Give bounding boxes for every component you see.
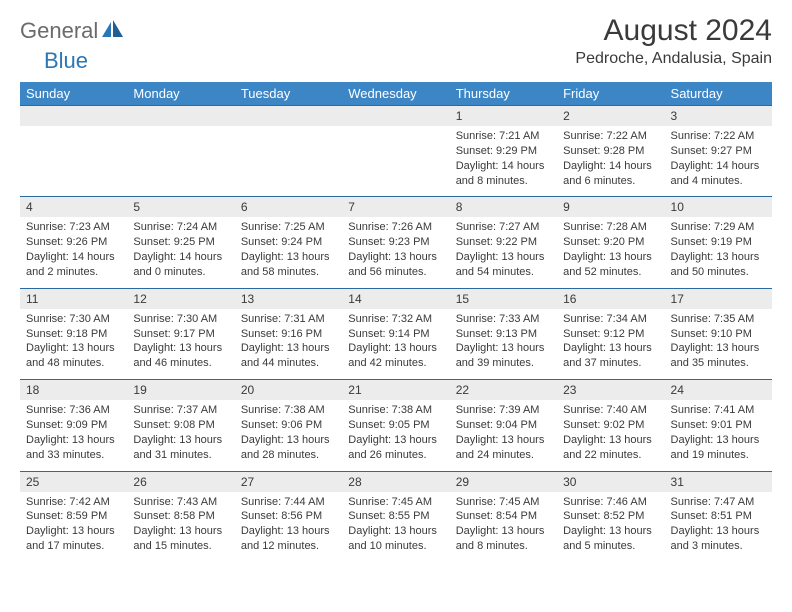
weekday-header: Monday xyxy=(127,82,234,106)
date-detail-row: Sunrise: 7:30 AMSunset: 9:18 PMDaylight:… xyxy=(20,309,772,380)
date-number: 15 xyxy=(450,288,557,309)
date-detail-cell: Sunrise: 7:47 AMSunset: 8:51 PMDaylight:… xyxy=(665,492,772,562)
weekday-header: Friday xyxy=(557,82,664,106)
date-number: 25 xyxy=(20,471,127,492)
month-title: August 2024 xyxy=(575,14,772,48)
date-number: 3 xyxy=(665,106,772,127)
date-number: 1 xyxy=(450,106,557,127)
date-number xyxy=(127,106,234,127)
date-detail-cell: Sunrise: 7:46 AMSunset: 8:52 PMDaylight:… xyxy=(557,492,664,562)
logo-text-general: General xyxy=(20,18,98,44)
date-detail-cell: Sunrise: 7:30 AMSunset: 9:17 PMDaylight:… xyxy=(127,309,234,380)
date-detail-cell: Sunrise: 7:39 AMSunset: 9:04 PMDaylight:… xyxy=(450,400,557,471)
date-number: 17 xyxy=(665,288,772,309)
date-number-row: 11121314151617 xyxy=(20,288,772,309)
date-number: 5 xyxy=(127,197,234,218)
date-detail-cell: Sunrise: 7:28 AMSunset: 9:20 PMDaylight:… xyxy=(557,217,664,288)
date-detail-row: Sunrise: 7:23 AMSunset: 9:26 PMDaylight:… xyxy=(20,217,772,288)
calendar-table: Sunday Monday Tuesday Wednesday Thursday… xyxy=(20,82,772,562)
logo-sail-icon xyxy=(102,20,124,43)
date-detail-cell: Sunrise: 7:32 AMSunset: 9:14 PMDaylight:… xyxy=(342,309,449,380)
date-detail-cell: Sunrise: 7:40 AMSunset: 9:02 PMDaylight:… xyxy=(557,400,664,471)
date-detail-row: Sunrise: 7:36 AMSunset: 9:09 PMDaylight:… xyxy=(20,400,772,471)
date-detail-cell: Sunrise: 7:43 AMSunset: 8:58 PMDaylight:… xyxy=(127,492,234,562)
date-number-row: 25262728293031 xyxy=(20,471,772,492)
date-detail-cell: Sunrise: 7:24 AMSunset: 9:25 PMDaylight:… xyxy=(127,217,234,288)
date-number: 18 xyxy=(20,380,127,401)
date-number: 23 xyxy=(557,380,664,401)
calendar-page: General August 2024 Pedroche, Andalusia,… xyxy=(0,0,792,572)
date-number: 30 xyxy=(557,471,664,492)
date-detail-cell: Sunrise: 7:29 AMSunset: 9:19 PMDaylight:… xyxy=(665,217,772,288)
weekday-header: Thursday xyxy=(450,82,557,106)
date-number-row: 45678910 xyxy=(20,197,772,218)
date-number-row: 18192021222324 xyxy=(20,380,772,401)
date-detail-cell: Sunrise: 7:27 AMSunset: 9:22 PMDaylight:… xyxy=(450,217,557,288)
weekday-header-row: Sunday Monday Tuesday Wednesday Thursday… xyxy=(20,82,772,106)
date-number: 2 xyxy=(557,106,664,127)
date-detail-cell xyxy=(127,126,234,197)
date-detail-cell: Sunrise: 7:38 AMSunset: 9:06 PMDaylight:… xyxy=(235,400,342,471)
date-detail-cell: Sunrise: 7:34 AMSunset: 9:12 PMDaylight:… xyxy=(557,309,664,380)
date-number: 7 xyxy=(342,197,449,218)
date-number: 29 xyxy=(450,471,557,492)
date-detail-cell: Sunrise: 7:21 AMSunset: 9:29 PMDaylight:… xyxy=(450,126,557,197)
date-number: 22 xyxy=(450,380,557,401)
weekday-header: Saturday xyxy=(665,82,772,106)
date-detail-row: Sunrise: 7:21 AMSunset: 9:29 PMDaylight:… xyxy=(20,126,772,197)
weekday-header: Tuesday xyxy=(235,82,342,106)
date-detail-cell xyxy=(235,126,342,197)
date-number: 31 xyxy=(665,471,772,492)
date-detail-cell: Sunrise: 7:33 AMSunset: 9:13 PMDaylight:… xyxy=(450,309,557,380)
date-number: 11 xyxy=(20,288,127,309)
weekday-header: Wednesday xyxy=(342,82,449,106)
date-detail-cell: Sunrise: 7:37 AMSunset: 9:08 PMDaylight:… xyxy=(127,400,234,471)
date-number: 20 xyxy=(235,380,342,401)
date-detail-cell: Sunrise: 7:38 AMSunset: 9:05 PMDaylight:… xyxy=(342,400,449,471)
date-detail-cell: Sunrise: 7:25 AMSunset: 9:24 PMDaylight:… xyxy=(235,217,342,288)
date-number: 10 xyxy=(665,197,772,218)
date-number: 21 xyxy=(342,380,449,401)
date-detail-cell: Sunrise: 7:42 AMSunset: 8:59 PMDaylight:… xyxy=(20,492,127,562)
date-detail-cell: Sunrise: 7:22 AMSunset: 9:27 PMDaylight:… xyxy=(665,126,772,197)
date-detail-cell: Sunrise: 7:26 AMSunset: 9:23 PMDaylight:… xyxy=(342,217,449,288)
date-detail-cell: Sunrise: 7:41 AMSunset: 9:01 PMDaylight:… xyxy=(665,400,772,471)
date-number xyxy=(20,106,127,127)
date-detail-cell: Sunrise: 7:36 AMSunset: 9:09 PMDaylight:… xyxy=(20,400,127,471)
date-number: 26 xyxy=(127,471,234,492)
date-number: 9 xyxy=(557,197,664,218)
date-detail-cell: Sunrise: 7:35 AMSunset: 9:10 PMDaylight:… xyxy=(665,309,772,380)
date-number: 6 xyxy=(235,197,342,218)
date-number: 8 xyxy=(450,197,557,218)
date-detail-cell: Sunrise: 7:23 AMSunset: 9:26 PMDaylight:… xyxy=(20,217,127,288)
date-detail-cell: Sunrise: 7:31 AMSunset: 9:16 PMDaylight:… xyxy=(235,309,342,380)
date-number xyxy=(235,106,342,127)
date-detail-row: Sunrise: 7:42 AMSunset: 8:59 PMDaylight:… xyxy=(20,492,772,562)
date-number: 13 xyxy=(235,288,342,309)
date-number: 24 xyxy=(665,380,772,401)
date-number: 4 xyxy=(20,197,127,218)
date-number: 16 xyxy=(557,288,664,309)
date-detail-cell: Sunrise: 7:45 AMSunset: 8:54 PMDaylight:… xyxy=(450,492,557,562)
date-detail-cell: Sunrise: 7:45 AMSunset: 8:55 PMDaylight:… xyxy=(342,492,449,562)
date-detail-cell xyxy=(342,126,449,197)
date-detail-cell: Sunrise: 7:44 AMSunset: 8:56 PMDaylight:… xyxy=(235,492,342,562)
date-detail-cell: Sunrise: 7:22 AMSunset: 9:28 PMDaylight:… xyxy=(557,126,664,197)
date-number: 28 xyxy=(342,471,449,492)
date-number: 12 xyxy=(127,288,234,309)
date-detail-cell: Sunrise: 7:30 AMSunset: 9:18 PMDaylight:… xyxy=(20,309,127,380)
date-number: 27 xyxy=(235,471,342,492)
date-number-row: 123 xyxy=(20,106,772,127)
logo-text-blue: Blue xyxy=(44,48,88,73)
date-detail-cell xyxy=(20,126,127,197)
logo: General xyxy=(20,14,126,44)
date-number: 14 xyxy=(342,288,449,309)
date-number xyxy=(342,106,449,127)
weekday-header: Sunday xyxy=(20,82,127,106)
date-number: 19 xyxy=(127,380,234,401)
